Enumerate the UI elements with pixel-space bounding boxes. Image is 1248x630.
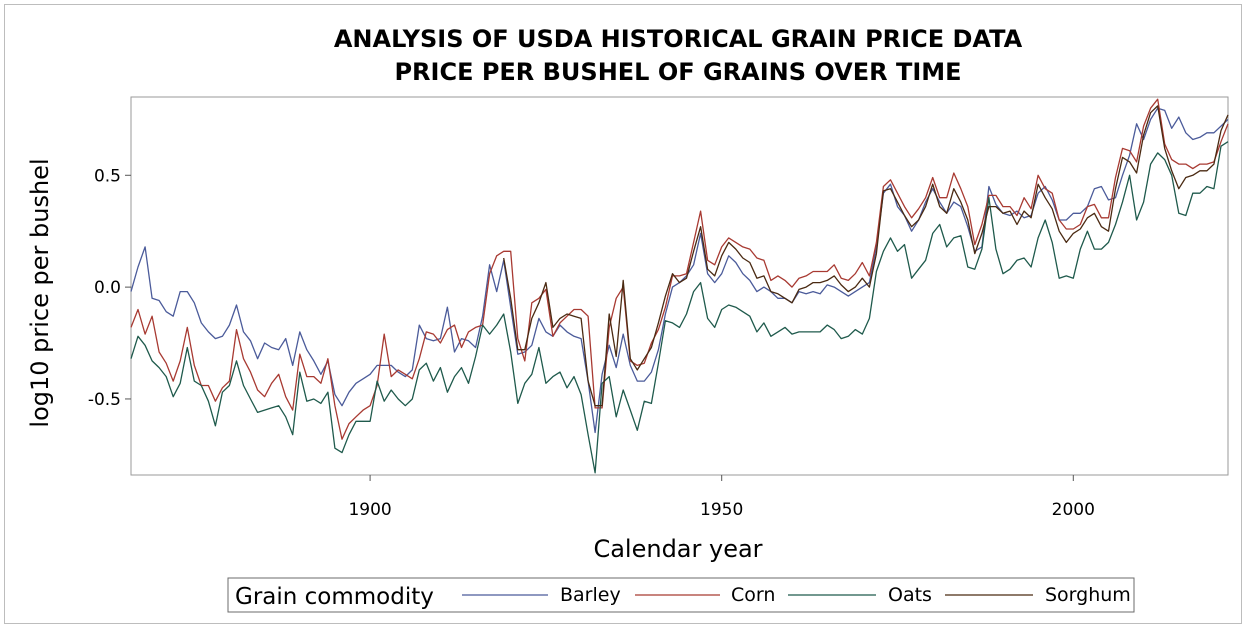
plot-area xyxy=(130,96,1229,476)
y-tick-label: 0.0 xyxy=(94,278,121,298)
figure-frame xyxy=(4,4,1242,624)
x-axis-label: Calendar year xyxy=(593,535,762,563)
x-axis: 1900 1950 2000 xyxy=(348,475,1095,520)
series-line-sorghum xyxy=(503,105,1229,407)
legend-label-oats: Oats xyxy=(888,584,932,606)
x-tick-label: 1900 xyxy=(348,500,391,520)
chart-subtitle: PRICE PER BUSHEL OF GRAINS OVER TIME xyxy=(394,58,961,86)
series-line-corn xyxy=(130,98,1229,440)
x-tick-label: 2000 xyxy=(1052,500,1095,520)
legend-label-corn: Corn xyxy=(731,584,775,606)
y-axis-label: log10 price per bushel xyxy=(26,158,54,427)
y-tick-label: -0.5 xyxy=(88,390,121,410)
legend-title: Grain commodity xyxy=(235,584,434,610)
legend-label-sorghum: Sorghum xyxy=(1045,584,1131,606)
y-axis: 0.5 0.0 -0.5 xyxy=(88,166,131,410)
series-layer xyxy=(130,98,1229,474)
x-tick-label: 1950 xyxy=(700,500,743,520)
legend-label-barley: Barley xyxy=(560,584,621,606)
legend: Grain commodity Barley Corn Oats Sorghum xyxy=(227,577,1135,613)
series-line-oats xyxy=(130,141,1229,474)
legend-items: Barley Corn Oats Sorghum xyxy=(462,584,1131,606)
y-tick-label: 0.5 xyxy=(94,166,121,186)
chart-title: ANALYSIS OF USDA HISTORICAL GRAIN PRICE … xyxy=(334,25,1023,53)
